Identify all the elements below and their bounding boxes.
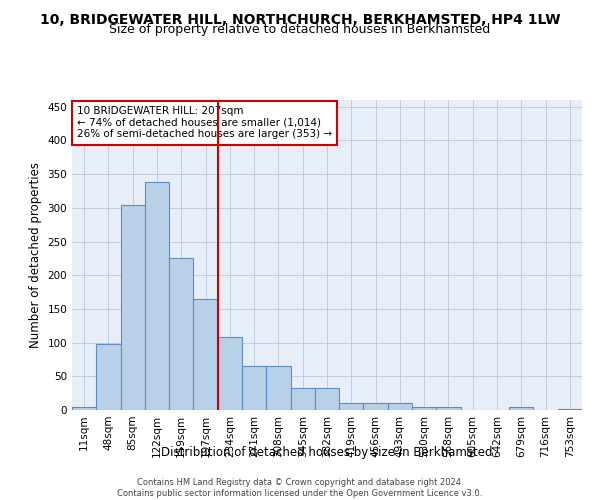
Text: Contains HM Land Registry data © Crown copyright and database right 2024.
Contai: Contains HM Land Registry data © Crown c…	[118, 478, 482, 498]
Bar	[412, 406, 436, 410]
Bar	[96, 344, 121, 410]
Bar	[145, 182, 169, 410]
Y-axis label: Number of detached properties: Number of detached properties	[29, 162, 42, 348]
Text: Size of property relative to detached houses in Berkhamsted: Size of property relative to detached ho…	[109, 24, 491, 36]
Bar	[315, 388, 339, 410]
Bar	[193, 300, 218, 410]
Bar	[72, 408, 96, 410]
Bar	[290, 388, 315, 410]
Bar	[388, 404, 412, 410]
Bar	[558, 408, 582, 410]
Bar	[436, 406, 461, 410]
Bar	[266, 366, 290, 410]
Bar	[169, 258, 193, 410]
Bar	[242, 366, 266, 410]
Bar	[218, 337, 242, 410]
Text: 10, BRIDGEWATER HILL, NORTHCHURCH, BERKHAMSTED, HP4 1LW: 10, BRIDGEWATER HILL, NORTHCHURCH, BERKH…	[40, 12, 560, 26]
Text: 10 BRIDGEWATER HILL: 207sqm
← 74% of detached houses are smaller (1,014)
26% of : 10 BRIDGEWATER HILL: 207sqm ← 74% of det…	[77, 106, 332, 140]
Bar	[339, 402, 364, 410]
Bar	[121, 205, 145, 410]
Bar	[364, 402, 388, 410]
Bar	[509, 408, 533, 410]
Text: Distribution of detached houses by size in Berkhamsted: Distribution of detached houses by size …	[161, 446, 493, 459]
